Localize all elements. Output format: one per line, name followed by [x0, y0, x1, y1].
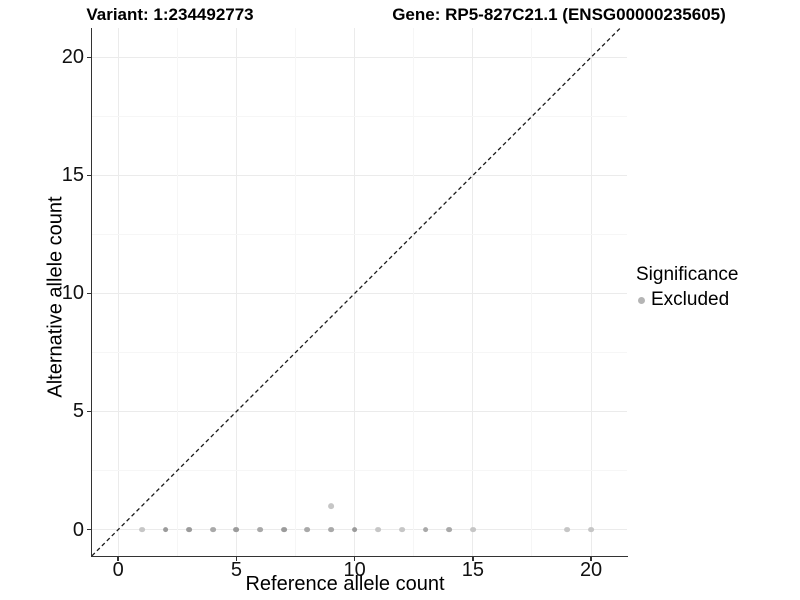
y-tick-label: 20 [61, 46, 84, 69]
data-point [399, 526, 405, 533]
data-point [209, 526, 216, 533]
x-tick-mark [117, 557, 119, 561]
y-tick-mark [87, 292, 91, 295]
data-point [564, 526, 571, 533]
y-tick-mark [87, 56, 91, 59]
data-point [469, 526, 476, 533]
data-point [588, 526, 594, 533]
y-minor-gridline [92, 470, 627, 472]
y-gridline [92, 292, 627, 294]
y-gridline [92, 529, 627, 531]
x-tick-mark [472, 557, 474, 561]
y-tick-label: 0 [72, 518, 84, 541]
y-tick-label: 5 [72, 400, 84, 423]
x-tick-label: 10 [343, 559, 366, 581]
legend-point-icon [638, 296, 645, 304]
x-tick-label: 15 [461, 559, 484, 581]
data-point [186, 526, 193, 533]
y-axis-line [91, 28, 93, 557]
x-tick-label: 20 [579, 559, 603, 581]
y-tick-label: 15 [61, 164, 84, 187]
data-point [138, 526, 145, 533]
x-axis-title: Reference allele count [245, 573, 445, 595]
y-minor-gridline [92, 351, 627, 353]
data-point [351, 526, 358, 533]
x-minor-gridline [176, 28, 178, 556]
identity-dashed-line [92, 28, 621, 556]
y-gridline [92, 56, 627, 58]
legend-entry-label: Excluded [651, 289, 730, 310]
legend-entry: Excluded [638, 289, 738, 311]
x-tick-label: 0 [112, 559, 124, 581]
legend-title: Significance [636, 264, 739, 285]
data-point [328, 503, 334, 509]
x-tick-mark [590, 557, 592, 561]
data-point [446, 526, 453, 533]
y-tick-label: 10 [61, 282, 84, 305]
x-gridline [117, 28, 119, 556]
y-tick-mark [87, 528, 91, 531]
data-point [422, 526, 429, 533]
data-point [162, 526, 169, 533]
y-gridline [92, 174, 627, 176]
x-tick-label: 5 [230, 559, 242, 581]
y-gridline [92, 410, 627, 412]
x-gridline [590, 28, 592, 556]
data-point [304, 526, 311, 533]
y-minor-gridline [92, 233, 627, 235]
x-tick-mark [235, 557, 238, 561]
y-tick-mark [87, 174, 91, 177]
x-tick-mark [353, 557, 356, 561]
data-point [233, 526, 240, 533]
data-point [280, 526, 287, 533]
data-point [257, 526, 263, 533]
x-gridline [472, 28, 474, 556]
data-point [328, 526, 334, 533]
x-axis-line [91, 555, 628, 557]
x-gridline [235, 28, 237, 556]
y-tick-mark [87, 410, 91, 413]
y-minor-gridline [92, 115, 627, 117]
x-gridline [354, 28, 356, 556]
gene-title: Gene: RP5-827C21.1 (ENSG00000235605) [392, 5, 726, 24]
y-axis-title: Alternative allele count [44, 196, 67, 398]
legend: Significance Excluded [636, 264, 738, 311]
x-minor-gridline [531, 28, 533, 556]
x-minor-gridline [295, 28, 297, 556]
variant-title: Variant: 1:234492773 [86, 5, 254, 24]
x-minor-gridline [413, 28, 415, 556]
plot-panel [92, 28, 627, 556]
data-point [375, 526, 382, 533]
